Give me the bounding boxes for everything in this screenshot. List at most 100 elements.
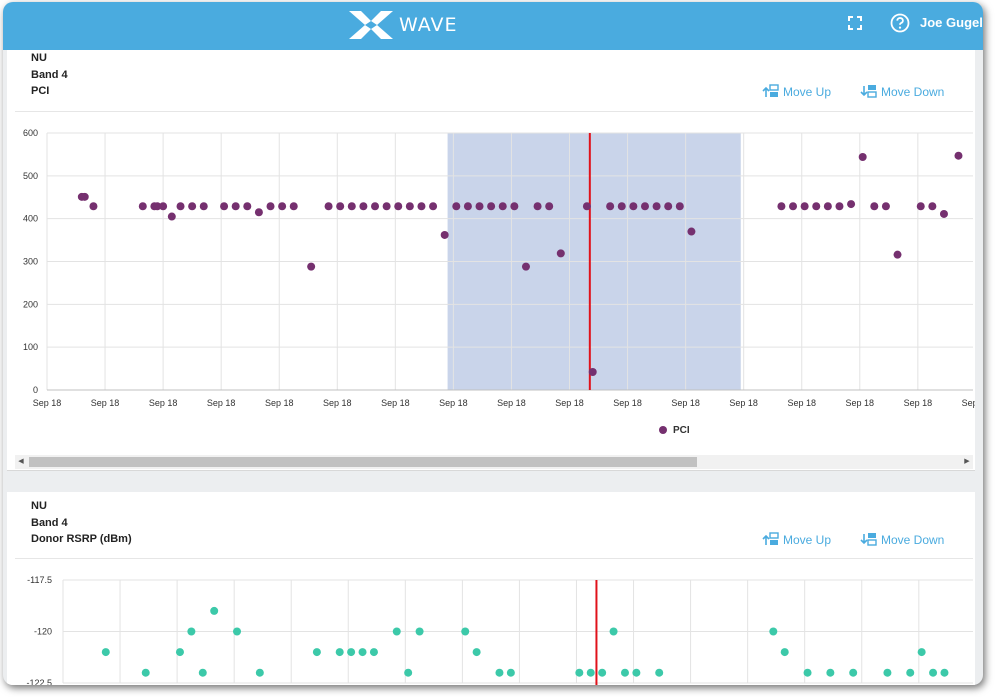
data-point bbox=[307, 262, 316, 271]
data-point bbox=[893, 250, 902, 259]
chart-panel-rsrp: NU Band 4 Donor RSRP (dBm) Move Up Move … bbox=[7, 492, 975, 685]
data-point bbox=[404, 668, 413, 677]
user-menu[interactable]: Joe Gugel▼ bbox=[920, 15, 983, 30]
move-up-button[interactable]: Move Up bbox=[762, 84, 831, 99]
data-point bbox=[175, 648, 184, 657]
y-tick-label: 500 bbox=[23, 171, 38, 181]
x-tick-label: Sep 18 bbox=[91, 398, 120, 408]
data-point bbox=[254, 208, 263, 217]
horizontal-scrollbar[interactable]: ◀ ▶ bbox=[15, 455, 973, 469]
data-point bbox=[199, 202, 208, 211]
data-point bbox=[312, 648, 321, 657]
data-point bbox=[141, 668, 150, 677]
scroll-left-icon[interactable]: ◀ bbox=[18, 458, 24, 465]
data-point bbox=[347, 202, 356, 211]
data-point bbox=[495, 668, 504, 677]
legend-label: PCI bbox=[673, 425, 690, 436]
y-tick-label: 400 bbox=[23, 214, 38, 224]
data-point bbox=[586, 668, 595, 677]
data-point bbox=[80, 192, 89, 201]
data-point bbox=[617, 202, 626, 211]
pci-scatter-chart: 0 100 200 300 400 500 600 Sep 18 Sep 18 Sep 18 Sep… bbox=[23, 128, 975, 436]
y-tick-label: 0 bbox=[33, 385, 38, 395]
data-point bbox=[917, 648, 926, 657]
data-point bbox=[452, 202, 461, 211]
data-point bbox=[675, 202, 684, 211]
data-point bbox=[429, 202, 438, 211]
data-point bbox=[620, 668, 629, 677]
data-point bbox=[823, 202, 832, 211]
logo-x-icon bbox=[349, 11, 393, 39]
data-point bbox=[359, 202, 368, 211]
data-point bbox=[928, 202, 937, 211]
data-point bbox=[510, 202, 519, 211]
data-point bbox=[472, 648, 481, 657]
data-point bbox=[415, 627, 424, 636]
data-point bbox=[278, 202, 287, 211]
legend-marker bbox=[659, 426, 667, 434]
data-point bbox=[687, 227, 696, 236]
move-down-label: Move Down bbox=[881, 533, 945, 547]
fullscreen-icon[interactable] bbox=[848, 16, 862, 30]
help-icon[interactable] bbox=[890, 13, 910, 33]
data-point bbox=[881, 202, 890, 211]
data-point bbox=[606, 202, 615, 211]
x-tick-label: Sep 18 bbox=[671, 398, 700, 408]
panel-title-line: NU bbox=[31, 52, 47, 64]
x-tick-label: Sep 18 bbox=[33, 398, 62, 408]
data-point bbox=[940, 668, 949, 677]
data-point bbox=[954, 151, 963, 160]
panel-title: NU Band 4 PCI bbox=[31, 50, 68, 100]
data-point bbox=[324, 202, 333, 211]
data-point bbox=[358, 648, 367, 657]
data-point bbox=[417, 202, 426, 211]
top-bar: WAVE Joe Gugel▼ bbox=[3, 2, 983, 50]
move-down-button[interactable]: Move Down bbox=[860, 84, 944, 99]
data-point bbox=[176, 202, 185, 211]
rsrp-scatter-chart: -117.5 -120 -122.5 bbox=[26, 575, 973, 685]
divider bbox=[15, 558, 973, 559]
data-point bbox=[883, 668, 892, 677]
move-up-icon bbox=[762, 84, 779, 97]
x-tick-label: Sep 18 bbox=[497, 398, 526, 408]
x-tick-label: Sep 18 bbox=[207, 398, 236, 408]
data-point bbox=[870, 202, 879, 211]
data-point bbox=[369, 648, 378, 657]
move-up-button[interactable]: Move Up bbox=[762, 532, 831, 547]
data-point bbox=[780, 648, 789, 657]
data-point bbox=[858, 152, 867, 161]
divider bbox=[15, 111, 973, 112]
x-tick-label: Sep 18 bbox=[904, 398, 933, 408]
data-point bbox=[266, 202, 275, 211]
data-point bbox=[506, 668, 515, 677]
data-point bbox=[556, 249, 565, 258]
x-tick-label: Sep 18 bbox=[381, 398, 410, 408]
data-point bbox=[335, 648, 344, 657]
move-down-button[interactable]: Move Down bbox=[860, 532, 944, 547]
data-point bbox=[521, 262, 530, 271]
x-tick-label: Sep 18 bbox=[962, 398, 975, 408]
x-tick-label: Sep 18 bbox=[265, 398, 294, 408]
data-point bbox=[153, 202, 162, 211]
data-point bbox=[461, 627, 470, 636]
move-up-label: Move Up bbox=[783, 533, 832, 547]
data-point bbox=[545, 202, 554, 211]
x-tick-label: Sep 18 bbox=[787, 398, 816, 408]
data-point bbox=[929, 668, 938, 677]
y-tick-label: 200 bbox=[23, 299, 38, 309]
y-tick-label: 100 bbox=[23, 342, 38, 352]
data-point bbox=[575, 668, 584, 677]
scrollbar-thumb[interactable] bbox=[29, 457, 697, 467]
scroll-right-icon[interactable]: ▶ bbox=[964, 458, 970, 465]
data-point bbox=[498, 202, 507, 211]
move-down-label: Move Down bbox=[881, 85, 945, 99]
data-point bbox=[138, 202, 147, 211]
x-tick-label: Sep 18 bbox=[729, 398, 758, 408]
data-point bbox=[394, 202, 403, 211]
data-point bbox=[231, 202, 240, 211]
x-tick-label: Sep 18 bbox=[613, 398, 642, 408]
x-tick-label: Sep 18 bbox=[439, 398, 468, 408]
data-point bbox=[243, 202, 252, 211]
data-point bbox=[533, 202, 542, 211]
y-tick-label: -122.5 bbox=[26, 678, 52, 685]
